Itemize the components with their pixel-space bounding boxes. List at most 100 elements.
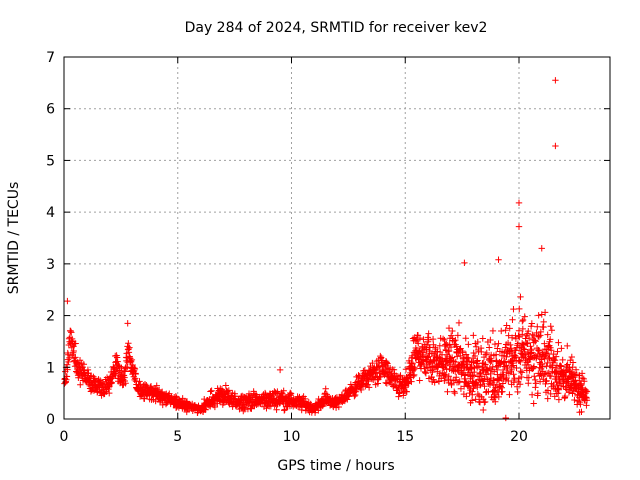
data-point bbox=[532, 338, 539, 345]
data-point bbox=[434, 364, 441, 371]
data-point bbox=[131, 376, 138, 384]
data-point bbox=[544, 331, 551, 338]
data-point bbox=[126, 344, 133, 351]
data-point bbox=[470, 349, 477, 357]
data-point bbox=[528, 320, 536, 327]
data-point bbox=[530, 363, 538, 370]
data-point bbox=[518, 369, 526, 376]
data-point bbox=[547, 373, 555, 380]
data-point bbox=[506, 325, 513, 332]
data-point bbox=[416, 377, 423, 384]
data-point bbox=[548, 347, 555, 354]
data-point bbox=[335, 403, 343, 411]
data-point bbox=[517, 368, 524, 375]
data-point bbox=[469, 372, 476, 379]
data-point bbox=[509, 316, 516, 324]
data-point bbox=[530, 364, 537, 372]
data-point bbox=[529, 331, 536, 339]
data-point bbox=[538, 360, 546, 368]
y-tick-label: 7 bbox=[46, 50, 55, 66]
data-point bbox=[455, 319, 463, 327]
data-point bbox=[532, 355, 540, 362]
data-point bbox=[281, 407, 288, 414]
data-point bbox=[457, 352, 464, 360]
data-point bbox=[525, 374, 533, 381]
data-point bbox=[552, 77, 559, 84]
data-point bbox=[517, 358, 524, 366]
data-point bbox=[299, 394, 306, 402]
data-point bbox=[286, 391, 293, 398]
data-point bbox=[470, 359, 477, 366]
data-point bbox=[124, 320, 131, 327]
x-tick-label: 20 bbox=[510, 429, 528, 445]
data-point bbox=[519, 325, 527, 333]
data-point bbox=[208, 387, 215, 394]
data-point bbox=[505, 332, 512, 339]
data-point bbox=[525, 334, 533, 342]
data-point bbox=[273, 406, 280, 413]
data-point bbox=[422, 370, 430, 377]
data-point bbox=[545, 355, 553, 363]
data-point bbox=[520, 345, 527, 352]
data-point bbox=[453, 374, 460, 381]
axes bbox=[63, 56, 611, 420]
data-point bbox=[461, 375, 468, 383]
data-point bbox=[421, 365, 428, 372]
data-point bbox=[516, 305, 523, 313]
data-point bbox=[396, 389, 403, 396]
data-point bbox=[499, 380, 507, 387]
data-point bbox=[131, 364, 138, 372]
data-point bbox=[450, 388, 458, 395]
data-point bbox=[554, 348, 561, 355]
data-point bbox=[211, 403, 219, 411]
data-point bbox=[423, 360, 430, 368]
data-point bbox=[514, 388, 521, 396]
data-point bbox=[207, 388, 214, 395]
data-point bbox=[491, 340, 499, 348]
data-point bbox=[531, 373, 538, 380]
data-point bbox=[502, 414, 509, 422]
data-point bbox=[444, 388, 451, 395]
data-point bbox=[153, 382, 160, 389]
data-point bbox=[381, 371, 388, 379]
y-tick-label: 4 bbox=[46, 205, 55, 221]
data-point bbox=[408, 378, 415, 385]
data-point bbox=[114, 358, 121, 365]
chart-title: Day 284 of 2024, SRMTID for receiver kev… bbox=[185, 20, 488, 36]
data-point bbox=[462, 378, 470, 386]
data-point bbox=[557, 362, 564, 369]
data-point bbox=[466, 383, 473, 391]
data-point bbox=[449, 327, 456, 335]
data-point bbox=[497, 360, 504, 367]
data-point bbox=[410, 372, 417, 380]
data-point bbox=[503, 353, 510, 361]
data-point bbox=[447, 332, 455, 339]
data-point bbox=[506, 391, 513, 398]
data-point bbox=[510, 370, 517, 378]
data-point bbox=[511, 352, 519, 359]
data-point bbox=[472, 396, 479, 403]
data-point bbox=[525, 380, 532, 387]
data-point bbox=[516, 381, 524, 388]
x-tick-label: 15 bbox=[396, 429, 414, 445]
data-point bbox=[533, 353, 540, 361]
data-point bbox=[483, 349, 490, 357]
data-point bbox=[365, 384, 373, 391]
data-point bbox=[425, 330, 432, 337]
data-point bbox=[568, 353, 575, 361]
data-point bbox=[498, 384, 506, 391]
data-point bbox=[544, 387, 552, 394]
data-point bbox=[471, 352, 479, 360]
data-point bbox=[527, 323, 535, 330]
data-point bbox=[72, 340, 79, 347]
data-point bbox=[521, 313, 528, 320]
data-point bbox=[87, 388, 95, 395]
gridlines bbox=[64, 57, 610, 419]
data-point bbox=[539, 363, 546, 370]
data-point bbox=[499, 366, 507, 374]
data-point bbox=[534, 390, 542, 397]
data-point bbox=[108, 379, 115, 386]
data-point bbox=[443, 366, 450, 373]
data-point bbox=[495, 340, 502, 347]
